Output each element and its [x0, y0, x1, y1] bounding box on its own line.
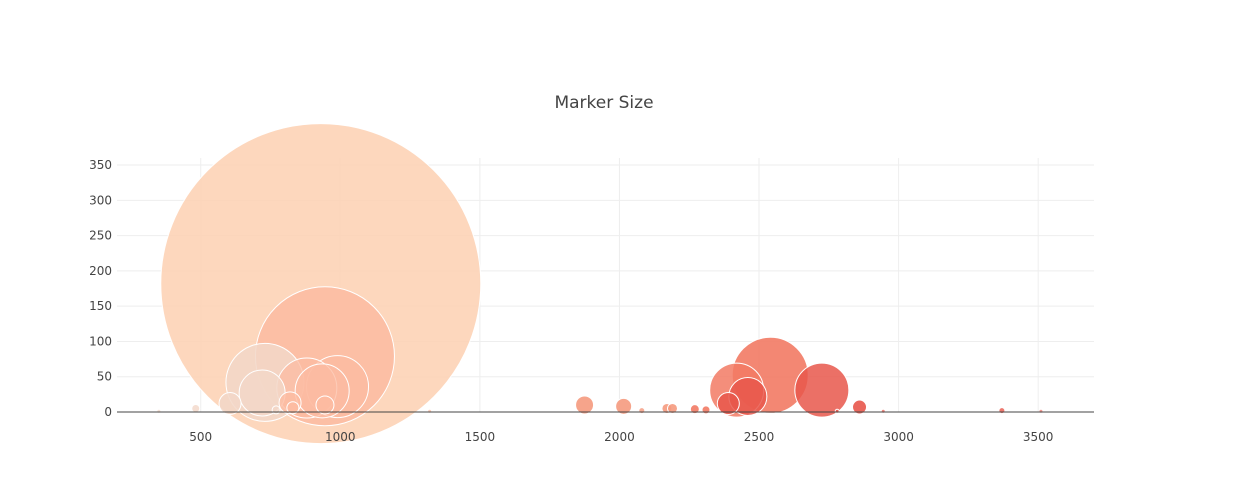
bubble-marker[interactable]: [294, 363, 350, 419]
bubble-marker[interactable]: [615, 397, 633, 415]
bubble-marker[interactable]: [834, 408, 840, 414]
x-tick-label: 2500: [744, 430, 775, 444]
y-tick-label: 50: [97, 370, 112, 384]
x-tick-label: 3500: [1023, 430, 1054, 444]
y-tick-label: 150: [89, 299, 112, 313]
x-tick-label: 1000: [325, 430, 356, 444]
axis-layer: 500 1000 1500 2000 2500 3000 3500 0 50 100 150 200 2…: [89, 158, 1094, 444]
y-tick-label: 250: [89, 229, 112, 243]
bubble-marker[interactable]: [689, 404, 700, 415]
bubble-marker[interactable]: [666, 402, 678, 414]
bubble-marker[interactable]: [427, 408, 433, 414]
x-tick-label: 2000: [604, 430, 635, 444]
bubble-marker[interactable]: [716, 392, 740, 416]
bubble-marker[interactable]: [315, 395, 335, 415]
bubble-layer: [156, 123, 1044, 445]
bubble-marker[interactable]: [271, 405, 281, 415]
bubble-marker[interactable]: [794, 362, 850, 418]
bubble-marker[interactable]: [880, 408, 886, 414]
bubble-marker[interactable]: [286, 401, 300, 415]
bubble-marker[interactable]: [638, 407, 646, 415]
bubble-marker[interactable]: [218, 392, 242, 416]
bubble-marker[interactable]: [852, 399, 868, 415]
x-tick-label: 3000: [883, 430, 914, 444]
bubble-marker[interactable]: [998, 407, 1006, 415]
y-tick-label: 350: [89, 158, 112, 172]
bubble-marker[interactable]: [191, 403, 201, 413]
bubble-marker[interactable]: [1038, 408, 1044, 414]
chart-title: Marker Size: [554, 93, 653, 113]
y-tick-label: 300: [89, 193, 112, 207]
bubble-marker[interactable]: [701, 405, 711, 415]
y-tick-label: 200: [89, 264, 112, 278]
bubble-marker[interactable]: [156, 408, 162, 414]
y-tick-label: 0: [104, 405, 112, 419]
x-tick-label: 500: [189, 430, 212, 444]
x-tick-label: 1500: [465, 430, 496, 444]
y-tick-label: 100: [89, 334, 112, 348]
bubble-marker[interactable]: [575, 395, 595, 415]
